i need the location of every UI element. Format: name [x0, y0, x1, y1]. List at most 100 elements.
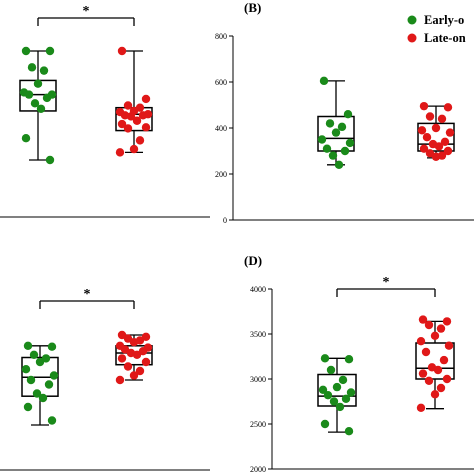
point-a-late: [141, 94, 151, 104]
point-a-early: [21, 134, 31, 143]
point-b-late: [417, 126, 427, 135]
point-a-early: [24, 90, 34, 99]
point-d-late: [436, 324, 446, 333]
point-b-late: [443, 146, 453, 156]
box-d-late: [415, 342, 455, 380]
point-b-late: [431, 123, 441, 133]
point-b-late: [437, 114, 447, 124]
point-d-early: [320, 419, 330, 429]
point-d-late: [418, 315, 428, 324]
y-tick-label-d: 4000: [250, 285, 266, 294]
point-d-late: [442, 317, 452, 326]
legend: Early-o Late-on: [407, 13, 466, 45]
point-b-late: [440, 137, 450, 146]
point-d-late: [424, 320, 434, 330]
y-tick-label-b: 400: [215, 124, 227, 133]
point-a-early: [30, 99, 40, 108]
legend-early-marker: [407, 15, 417, 25]
point-d-late: [416, 403, 426, 412]
point-c-early: [26, 375, 36, 385]
point-b-late: [434, 142, 444, 151]
point-a-early: [27, 63, 37, 72]
point-a-early: [42, 93, 52, 103]
y-tick-label-d: 2000: [250, 465, 266, 474]
point-b-early: [317, 135, 327, 144]
y-tick-label-d: 3000: [250, 375, 266, 384]
point-a-late: [141, 123, 151, 132]
point-a-late: [132, 116, 142, 125]
point-d-late: [418, 369, 428, 378]
point-b-early: [345, 138, 355, 148]
point-a-late: [138, 111, 148, 120]
point-d-early: [323, 391, 333, 400]
point-c-early: [29, 350, 39, 359]
point-b-early: [328, 151, 338, 160]
point-c-late: [135, 366, 145, 376]
point-a-late: [123, 101, 133, 110]
y-tick-label-b: 200: [215, 170, 227, 179]
point-c-late: [123, 362, 133, 371]
point-a-late: [123, 124, 133, 133]
point-b-early: [322, 144, 332, 153]
y-tick-label-d: 3500: [250, 330, 266, 339]
point-a-late: [135, 136, 145, 145]
point-d-late: [444, 341, 454, 350]
point-b-early: [334, 160, 344, 169]
point-b-late: [425, 112, 435, 121]
point-b-early: [331, 128, 341, 137]
point-c-early: [38, 393, 48, 403]
point-c-late: [129, 338, 139, 347]
point-d-early: [335, 402, 345, 412]
point-b-late: [419, 101, 429, 111]
point-c-early: [23, 341, 33, 350]
legend-early-label: Early-o: [424, 13, 464, 27]
point-b-early: [319, 76, 329, 86]
point-d-early: [320, 354, 330, 363]
point-c-late: [117, 354, 127, 363]
point-d-late: [442, 374, 452, 384]
point-c-early: [35, 357, 45, 367]
point-d-late: [424, 376, 434, 385]
point-c-early: [47, 342, 57, 351]
point-b-late: [445, 128, 455, 137]
panel-label-d: (D): [244, 253, 262, 268]
significance-c: *: [84, 287, 91, 302]
point-d-early: [344, 427, 354, 436]
point-d-late: [439, 355, 449, 365]
point-a-late: [117, 119, 127, 129]
point-c-early: [21, 365, 31, 374]
point-d-early: [346, 388, 356, 397]
point-c-early: [47, 416, 57, 425]
point-c-early: [44, 380, 54, 389]
point-d-early: [341, 394, 351, 403]
point-d-early: [329, 397, 339, 406]
point-b-late: [419, 144, 429, 153]
significance-a: *: [83, 4, 90, 19]
box-b-early: [317, 115, 355, 152]
point-b-early: [343, 110, 353, 119]
point-d-late: [433, 365, 443, 375]
point-b-late: [431, 152, 441, 161]
point-d-early: [332, 382, 342, 392]
point-c-early: [23, 402, 33, 412]
point-a-late: [129, 144, 139, 154]
panel-label-b: (B): [244, 0, 261, 15]
point-c-late: [115, 375, 125, 385]
point-c-late: [129, 371, 139, 380]
point-c-early: [49, 371, 59, 380]
legend-late-marker: [407, 33, 417, 43]
point-a-late: [117, 46, 127, 56]
point-d-early: [318, 385, 328, 394]
point-a-early: [45, 155, 55, 165]
y-tick-label-b: 800: [215, 32, 227, 41]
plots-layer: * 0 200 400 600 800 * 2000 2500 3000 3500 4000 *: [0, 4, 474, 474]
point-a-late: [115, 148, 125, 157]
point-c-early: [32, 389, 42, 398]
point-d-late: [416, 337, 426, 346]
point-a-early: [21, 46, 31, 56]
y-tick-label-b: 0: [223, 216, 227, 225]
y-tick-label-b: 600: [215, 78, 227, 87]
point-a-early: [45, 46, 55, 56]
point-a-early: [39, 66, 49, 75]
